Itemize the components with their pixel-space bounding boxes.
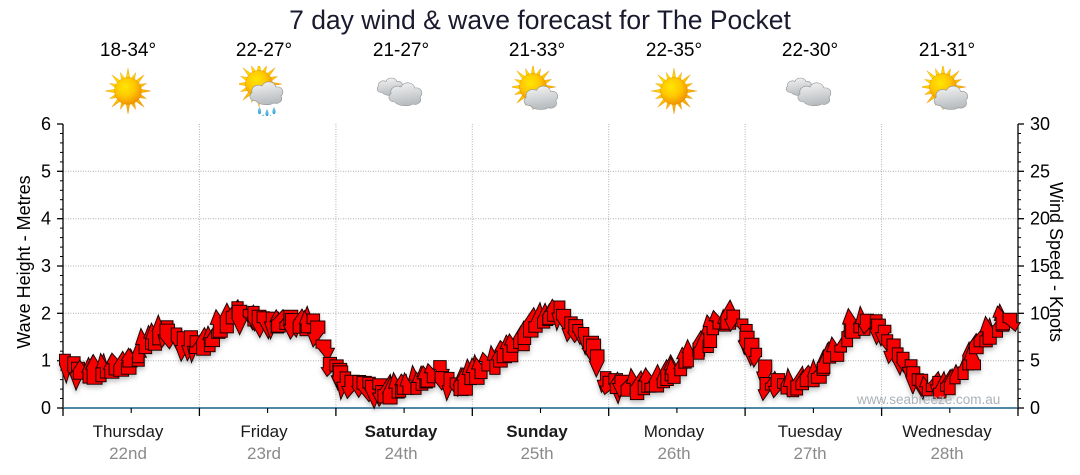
svg-text:5: 5 <box>1030 351 1040 371</box>
svg-text:1: 1 <box>41 351 51 371</box>
svg-text:5: 5 <box>41 161 51 181</box>
svg-text:6: 6 <box>41 114 51 134</box>
svg-text:3: 3 <box>41 256 51 276</box>
svg-text:4: 4 <box>41 209 51 229</box>
svg-text:0: 0 <box>41 398 51 418</box>
svg-text:0: 0 <box>1030 398 1040 418</box>
svg-text:2: 2 <box>41 303 51 323</box>
